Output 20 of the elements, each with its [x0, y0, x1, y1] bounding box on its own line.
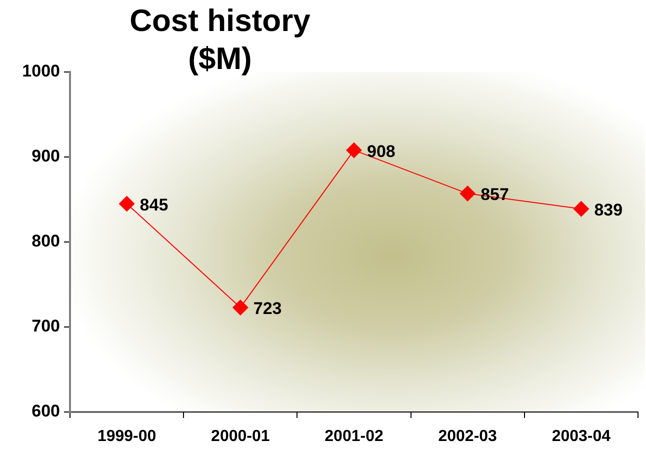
- data-label: 845: [140, 195, 168, 214]
- y-tick-label: 600: [32, 402, 60, 421]
- data-label: 839: [594, 200, 623, 220]
- point: [460, 186, 476, 202]
- y-tick-label: 700: [32, 316, 60, 336]
- data-label: 723: [253, 299, 282, 318]
- y-tick-label: 1000: [22, 62, 60, 81]
- x-tick-label: 2003-04: [552, 428, 611, 446]
- y-tick-label: 800: [32, 232, 60, 251]
- point: [118, 196, 135, 212]
- x-tick-label: 2000-01: [211, 428, 270, 446]
- point: [573, 200, 590, 217]
- point: [346, 142, 362, 158]
- x-tick-label: 2001-02: [324, 428, 384, 446]
- point: [232, 299, 248, 316]
- y-tick-label: 900: [32, 146, 60, 166]
- data-label: 908: [367, 142, 396, 161]
- x-tick-label: 2002-03: [438, 428, 498, 446]
- x-tick-label: 1999-00: [97, 428, 156, 446]
- chart-title: Cost history ($M): [128, 2, 312, 78]
